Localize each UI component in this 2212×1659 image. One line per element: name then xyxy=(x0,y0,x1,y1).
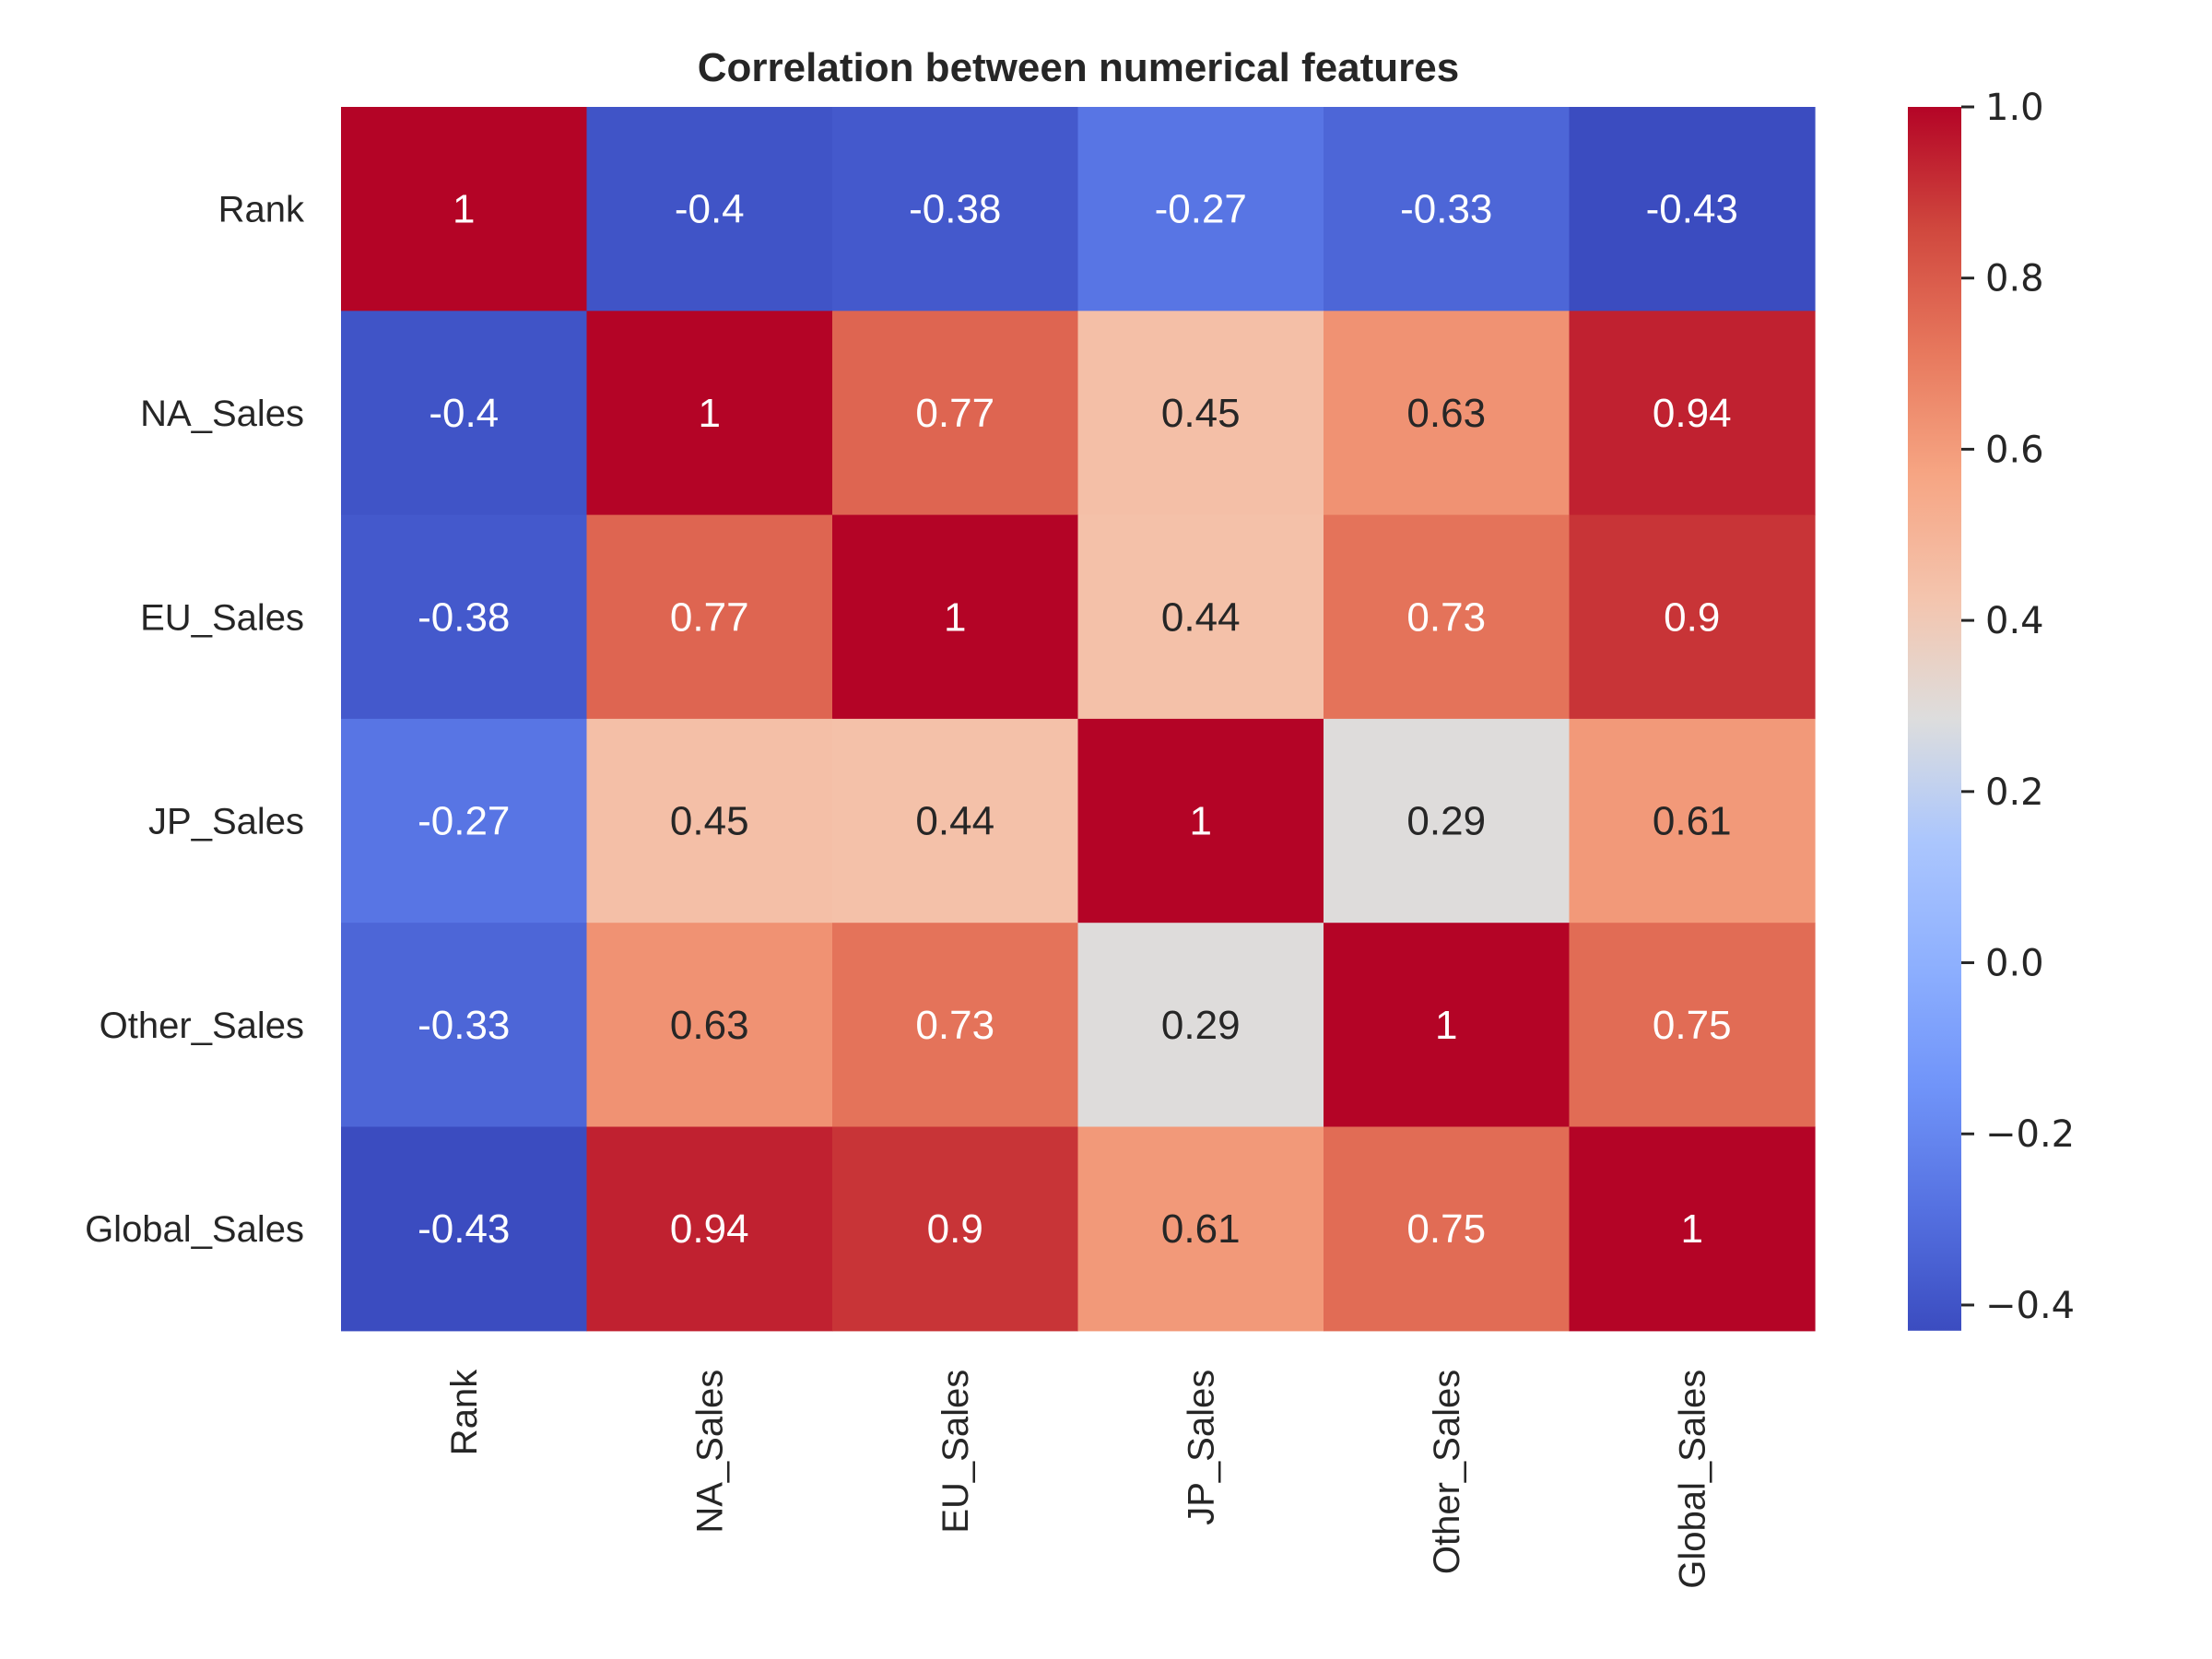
heatmap-cell-0-0 xyxy=(341,107,588,312)
heatmap-cell-2-0 xyxy=(341,514,588,720)
cell-annotation-2-4: 0.73 xyxy=(1406,594,1486,640)
column-label-5: Global_Sales xyxy=(1673,1370,1713,1589)
cell-annotation-0-0: 1 xyxy=(453,187,475,232)
heatmap-cell-0-5 xyxy=(1569,107,1816,312)
column-label-2: EU_Sales xyxy=(935,1370,976,1534)
row-label-1: NA_Sales xyxy=(140,394,304,434)
cell-annotation-1-3: 0.45 xyxy=(1161,391,1241,436)
column-label-0: Rank xyxy=(444,1369,485,1455)
cell-annotation-3-1: 0.45 xyxy=(670,799,749,844)
cell-annotation-4-0: -0.33 xyxy=(418,1003,510,1048)
cell-annotation-5-0: -0.43 xyxy=(418,1206,510,1252)
column-label-3: JP_Sales xyxy=(1182,1370,1222,1525)
heatmap-cell-2-5 xyxy=(1569,514,1816,720)
cell-annotation-1-2: 0.77 xyxy=(915,391,994,436)
heatmap-cell-5-5 xyxy=(1569,1126,1816,1332)
cell-annotation-0-5: -0.43 xyxy=(1646,187,1738,232)
row-label-2: EU_Sales xyxy=(140,597,304,638)
heatmap-cell-4-3 xyxy=(1077,923,1324,1128)
column-label-1: NA_Sales xyxy=(690,1370,731,1534)
heatmap-cell-5-2 xyxy=(832,1126,1079,1332)
cell-annotation-5-3: 0.61 xyxy=(1161,1206,1241,1252)
heatmap-cell-5-4 xyxy=(1324,1126,1571,1332)
colorbar: 1.0 0.8 0.6 0.4 0.2 0.0 −0.2 −0.4 xyxy=(1908,87,2075,1331)
cell-annotation-4-4: 1 xyxy=(1435,1003,1457,1048)
colorbar-tick-label-5: 0.0 xyxy=(1985,943,2044,985)
chart-title: Correlation between numerical features xyxy=(698,45,1459,90)
cell-annotation-2-3: 0.44 xyxy=(1161,594,1241,640)
heatmap-cell-0-2 xyxy=(832,107,1079,312)
cell-annotation-3-3: 1 xyxy=(1190,799,1212,844)
heatmap-cell-4-1 xyxy=(586,923,833,1128)
cell-annotation-0-1: -0.4 xyxy=(675,187,745,232)
cell-annotation-3-2: 0.44 xyxy=(915,799,994,844)
colorbar-tick-label-3: 0.4 xyxy=(1985,600,2044,642)
cell-annotation-2-2: 1 xyxy=(944,594,966,640)
cell-annotation-3-5: 0.61 xyxy=(1653,799,1732,844)
cell-annotation-2-1: 0.77 xyxy=(670,594,749,640)
cell-annotation-3-4: 0.29 xyxy=(1406,799,1486,844)
colorbar-tick-label-4: 0.2 xyxy=(1985,771,2044,814)
heatmap-cell-3-2 xyxy=(832,718,1079,924)
cell-annotation-4-5: 0.75 xyxy=(1653,1003,1732,1048)
cell-annotation-0-3: -0.27 xyxy=(1155,187,1247,232)
heatmap-cells: 1 -0.4 -0.38 -0.27 -0.33 -0.43 -0.4 1 0.77 0.45 0.… xyxy=(341,107,1816,1332)
cell-annotation-1-1: 1 xyxy=(699,391,721,436)
cell-annotation-5-2: 0.9 xyxy=(927,1206,983,1252)
cell-annotation-4-2: 0.73 xyxy=(915,1003,994,1048)
heatmap-cell-1-1 xyxy=(586,311,833,516)
heatmap-cell-4-4 xyxy=(1324,923,1571,1128)
heatmap-cell-2-4 xyxy=(1324,514,1571,720)
cell-annotation-2-5: 0.9 xyxy=(1664,594,1720,640)
cell-annotation-5-1: 0.94 xyxy=(670,1206,749,1252)
colorbar-tick-label-2: 0.6 xyxy=(1985,429,2044,471)
row-label-0: Rank xyxy=(218,190,305,230)
heatmap-cell-5-0 xyxy=(341,1126,588,1332)
heatmap-cell-0-4 xyxy=(1324,107,1571,312)
heatmap-cell-5-3 xyxy=(1077,1126,1324,1332)
cell-annotation-5-5: 1 xyxy=(1681,1206,1703,1252)
column-labels: Rank NA_Sales EU_Sales JP_Sales Other_Sales G… xyxy=(444,1369,1713,1589)
heatmap-cell-1-3 xyxy=(1077,311,1324,516)
heatmap-cell-2-1 xyxy=(586,514,833,720)
heatmap-cell-3-3 xyxy=(1077,718,1324,924)
cell-annotation-1-4: 0.63 xyxy=(1406,391,1486,436)
heatmap-cell-1-4 xyxy=(1324,311,1571,516)
cell-annotation-0-2: -0.38 xyxy=(909,187,1001,232)
cell-annotation-1-0: -0.4 xyxy=(429,391,499,436)
cell-annotation-0-4: -0.33 xyxy=(1400,187,1492,232)
heatmap-cell-1-2 xyxy=(832,311,1079,516)
cell-annotation-1-5: 0.94 xyxy=(1653,391,1732,436)
heatmap-cell-1-5 xyxy=(1569,311,1816,516)
heatmap-cell-4-2 xyxy=(832,923,1079,1128)
colorbar-gradient xyxy=(1908,107,1961,1331)
colorbar-tick-label-0: 1.0 xyxy=(1985,87,2044,129)
heatmap-cell-2-2 xyxy=(832,514,1079,720)
heatmap-cell-4-5 xyxy=(1569,923,1816,1128)
row-label-4: Other_Sales xyxy=(100,1006,304,1046)
colorbar-tick-label-1: 0.8 xyxy=(1985,258,2044,300)
column-label-4: Other_Sales xyxy=(1427,1370,1467,1574)
row-label-3: JP_Sales xyxy=(148,802,304,842)
heatmap-cell-0-1 xyxy=(586,107,833,312)
row-labels: Rank NA_Sales EU_Sales JP_Sales Other_Sales G… xyxy=(85,190,305,1251)
colorbar-tick-label-7: −0.4 xyxy=(1985,1285,2075,1327)
cell-annotation-5-4: 0.75 xyxy=(1406,1206,1486,1252)
heatmap-cell-0-3 xyxy=(1077,107,1324,312)
heatmap-cell-3-5 xyxy=(1569,718,1816,924)
heatmap-cell-3-0 xyxy=(341,718,588,924)
cell-annotation-2-0: -0.38 xyxy=(418,594,510,640)
heatmap-cell-2-3 xyxy=(1077,514,1324,720)
cell-annotation-4-3: 0.29 xyxy=(1161,1003,1241,1048)
heatmap-cell-3-4 xyxy=(1324,718,1571,924)
heatmap-cell-4-0 xyxy=(341,923,588,1128)
colorbar-tick-label-6: −0.2 xyxy=(1985,1113,2075,1156)
heatmap-cell-1-0 xyxy=(341,311,588,516)
heatmap-cell-5-1 xyxy=(586,1126,833,1332)
heatmap-cell-3-1 xyxy=(586,718,833,924)
row-label-5: Global_Sales xyxy=(85,1209,304,1250)
cell-annotation-3-0: -0.27 xyxy=(418,799,510,844)
cell-annotation-4-1: 0.63 xyxy=(670,1003,749,1048)
